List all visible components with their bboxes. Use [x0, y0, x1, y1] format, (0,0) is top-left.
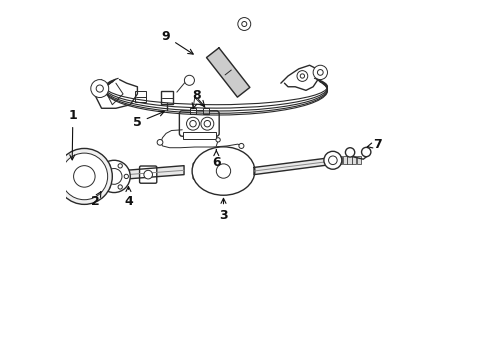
Text: 4: 4	[124, 186, 133, 208]
Text: 5: 5	[133, 111, 164, 129]
Text: 3: 3	[219, 198, 228, 222]
FancyBboxPatch shape	[193, 163, 205, 179]
FancyBboxPatch shape	[135, 91, 147, 102]
Circle shape	[362, 147, 371, 157]
FancyBboxPatch shape	[140, 166, 157, 183]
Polygon shape	[254, 157, 338, 175]
Circle shape	[204, 121, 211, 127]
Circle shape	[106, 164, 110, 168]
FancyBboxPatch shape	[183, 132, 216, 139]
Circle shape	[61, 153, 108, 200]
Polygon shape	[206, 48, 250, 97]
Circle shape	[62, 173, 69, 180]
Circle shape	[187, 117, 199, 130]
FancyBboxPatch shape	[179, 111, 219, 136]
Circle shape	[242, 22, 247, 27]
Circle shape	[106, 185, 110, 189]
FancyBboxPatch shape	[343, 156, 347, 163]
Circle shape	[118, 164, 122, 168]
Circle shape	[100, 174, 104, 179]
Text: 8: 8	[192, 89, 201, 108]
Circle shape	[78, 154, 85, 162]
FancyBboxPatch shape	[161, 91, 173, 104]
Circle shape	[56, 148, 112, 204]
Ellipse shape	[192, 147, 255, 195]
Text: 7: 7	[368, 138, 382, 150]
Circle shape	[78, 191, 85, 198]
Text: 9: 9	[162, 30, 193, 54]
Circle shape	[96, 85, 103, 92]
Circle shape	[216, 164, 231, 178]
Text: 6: 6	[212, 150, 220, 168]
Circle shape	[98, 178, 106, 185]
Circle shape	[91, 80, 109, 98]
FancyBboxPatch shape	[203, 108, 209, 114]
Circle shape	[329, 156, 337, 165]
Circle shape	[190, 121, 196, 127]
Circle shape	[98, 167, 106, 175]
Circle shape	[157, 139, 163, 145]
Circle shape	[297, 71, 308, 81]
Circle shape	[74, 166, 95, 187]
Circle shape	[184, 75, 195, 85]
Circle shape	[144, 170, 152, 179]
Circle shape	[106, 168, 122, 184]
Circle shape	[300, 74, 304, 78]
FancyBboxPatch shape	[190, 108, 196, 114]
Circle shape	[313, 65, 327, 80]
Circle shape	[118, 185, 122, 189]
Circle shape	[324, 151, 342, 169]
Circle shape	[345, 148, 355, 157]
FancyBboxPatch shape	[352, 156, 356, 163]
Circle shape	[318, 69, 323, 75]
Circle shape	[124, 174, 128, 179]
Text: 1: 1	[69, 109, 77, 160]
FancyBboxPatch shape	[347, 156, 351, 163]
Circle shape	[201, 117, 214, 130]
Circle shape	[239, 143, 244, 148]
FancyBboxPatch shape	[338, 156, 342, 163]
Circle shape	[216, 138, 220, 142]
Polygon shape	[103, 166, 184, 181]
Text: 2: 2	[91, 192, 101, 208]
Circle shape	[98, 160, 130, 193]
FancyBboxPatch shape	[357, 156, 361, 163]
Circle shape	[238, 18, 251, 31]
